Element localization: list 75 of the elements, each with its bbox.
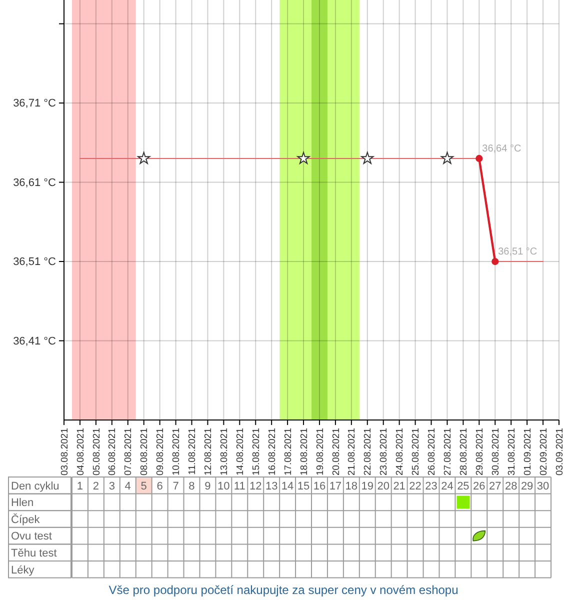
x-tick-label: 16.08.2021 bbox=[266, 428, 278, 476]
x-tick-label: 19.08.2021 bbox=[314, 428, 326, 476]
x-tick-label: 13.08.2021 bbox=[219, 428, 230, 476]
y-tick-label: 36,61 °C bbox=[13, 176, 56, 189]
data-label: 36,51 °C bbox=[498, 246, 538, 258]
text: Hlen bbox=[11, 497, 34, 510]
x2-tick-label: 17 bbox=[329, 480, 342, 492]
data-label: 36,64 °C bbox=[482, 143, 522, 154]
x-tick-label: 02.09.2021 bbox=[538, 428, 550, 476]
x2-tick-label: 21 bbox=[393, 480, 406, 492]
text: Ovu test bbox=[11, 530, 52, 543]
text: Čípek bbox=[11, 512, 40, 526]
x-tick-label: 17.08.2021 bbox=[282, 428, 294, 476]
x-tick-label: 01.09.2021 bbox=[522, 428, 534, 476]
x2-tick-label: 19 bbox=[361, 480, 374, 492]
x-tick-label: 03.09.2021 bbox=[554, 428, 566, 476]
x2-tick-label: 26 bbox=[473, 480, 486, 492]
x2-tick-label: 1 bbox=[76, 480, 84, 492]
y-tick-label: 36,51 °C bbox=[13, 256, 56, 268]
x-tick-label: 08.08.2021 bbox=[139, 428, 150, 476]
x2-tick-label: 6 bbox=[156, 480, 163, 492]
x2-tick-label: 3 bbox=[108, 480, 115, 492]
x-tick-label: 10.08.2021 bbox=[171, 428, 182, 476]
x-tick-label: 20.08.2021 bbox=[330, 428, 342, 476]
x2-tick-label: 7 bbox=[172, 480, 179, 492]
x2-tick-label: 28 bbox=[504, 480, 518, 492]
x-tick-label: 03.08.2021 bbox=[59, 428, 70, 476]
x2-axis-title: Den cyklu bbox=[11, 480, 60, 492]
x2-tick-label: 25 bbox=[457, 480, 470, 492]
x2-tick-label: 29 bbox=[520, 480, 534, 492]
text: Léky bbox=[11, 564, 35, 576]
x-tick-label: 24.08.2021 bbox=[394, 428, 406, 476]
x-tick-label: 23.08.2021 bbox=[378, 428, 390, 476]
x-tick-label: 18.08.2021 bbox=[298, 428, 310, 476]
x2-tick-label: 22 bbox=[409, 480, 422, 492]
x2-tick-label: 12 bbox=[249, 480, 262, 492]
x2-tick-label: 16 bbox=[313, 480, 326, 492]
x2-tick-label: 30 bbox=[536, 480, 550, 492]
x-tick-label: 15.08.2021 bbox=[250, 428, 262, 476]
x2-tick-label: 8 bbox=[188, 480, 195, 492]
x-tick-label: 11.08.2021 bbox=[187, 428, 198, 475]
x2-tick-label: 4 bbox=[124, 480, 131, 492]
x-tick-label: 12.08.2021 bbox=[203, 428, 214, 476]
x-tick-label: 27.08.2021 bbox=[442, 428, 454, 476]
x2-tick-label: 13 bbox=[265, 480, 278, 492]
x-tick-label: 04.08.2021 bbox=[75, 428, 86, 476]
x2-tick-label: 14 bbox=[281, 480, 294, 492]
x-tick-label: 09.08.2021 bbox=[155, 428, 166, 476]
x-tick-label: 30.08.2021 bbox=[490, 428, 502, 476]
x-tick-label: 21.08.2021 bbox=[346, 428, 358, 476]
x2-tick-label: 20 bbox=[377, 480, 390, 492]
x2-tick-label: 11 bbox=[234, 480, 246, 492]
x-tick-label: 28.08.2021 bbox=[458, 428, 470, 476]
x-tick-label: 05.08.2021 bbox=[91, 428, 102, 476]
x-tick-label: 29.08.2021 bbox=[474, 428, 486, 476]
x2-tick-label: 24 bbox=[441, 480, 454, 492]
x-tick-label: 25.08.2021 bbox=[410, 428, 422, 476]
y-tick-label: 36,41 °C bbox=[13, 335, 56, 348]
x2-tick-label: 23 bbox=[425, 480, 438, 492]
x2-tick-label: 5 bbox=[140, 480, 147, 492]
text: Vše pro podporu početí nakupujte za super ceny v novém eshopu bbox=[108, 583, 458, 597]
x2-tick-label: 15 bbox=[297, 480, 310, 492]
x2-tick-label: 2 bbox=[92, 480, 99, 492]
x2-tick-label: 27 bbox=[489, 480, 502, 492]
x-tick-label: 26.08.2021 bbox=[426, 428, 438, 476]
x-tick-label: 22.08.2021 bbox=[362, 428, 374, 476]
x2-tick-label: 10 bbox=[218, 480, 230, 492]
x-tick-label: 31.08.2021 bbox=[506, 428, 518, 476]
x2-tick-label: 9 bbox=[204, 480, 211, 492]
x-tick-label: 07.08.2021 bbox=[123, 428, 134, 476]
x2-tick-label: 18 bbox=[345, 480, 358, 492]
y-tick-label: 36,71 °C bbox=[13, 98, 56, 110]
x-tick-label: 06.08.2021 bbox=[107, 428, 118, 476]
text: Těhu test bbox=[11, 547, 57, 560]
x-tick-label: 14.08.2021 bbox=[234, 428, 246, 476]
